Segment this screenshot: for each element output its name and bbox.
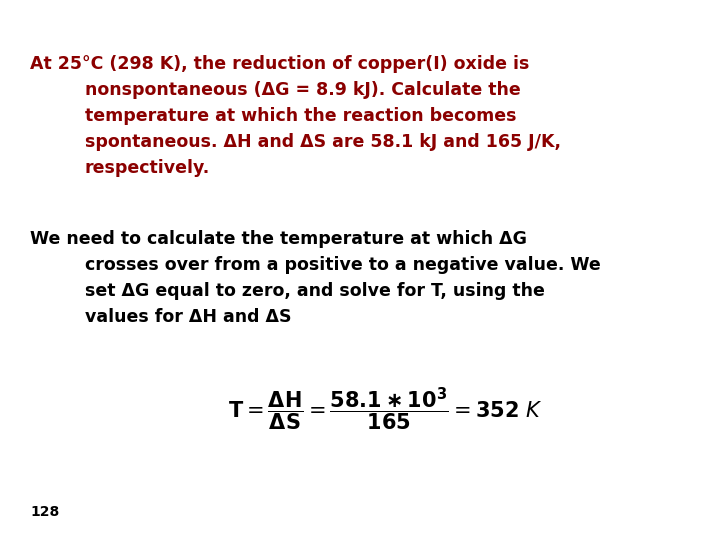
Text: crosses over from a positive to a negative value. We: crosses over from a positive to a negati… (85, 256, 600, 274)
Text: respectively.: respectively. (85, 159, 210, 177)
Text: 128: 128 (30, 505, 59, 519)
Text: nonspontaneous (ΔG = 8.9 kJ). Calculate the: nonspontaneous (ΔG = 8.9 kJ). Calculate … (85, 81, 521, 99)
Text: At 25°C (298 K), the reduction of copper(I) oxide is: At 25°C (298 K), the reduction of copper… (30, 55, 529, 73)
Text: values for ΔH and ΔS: values for ΔH and ΔS (85, 308, 292, 326)
Text: We need to calculate the temperature at which ΔG: We need to calculate the temperature at … (30, 230, 527, 248)
Text: set ΔG equal to zero, and solve for T, using the: set ΔG equal to zero, and solve for T, u… (85, 282, 545, 300)
Text: $\mathbf{T} = \dfrac{\mathbf{\Delta H}}{\mathbf{\Delta S}} = \dfrac{\mathbf{58.1: $\mathbf{T} = \dfrac{\mathbf{\Delta H}}{… (228, 385, 542, 433)
Text: temperature at which the reaction becomes: temperature at which the reaction become… (85, 107, 516, 125)
Text: spontaneous. ΔH and ΔS are 58.1 kJ and 165 J/K,: spontaneous. ΔH and ΔS are 58.1 kJ and 1… (85, 133, 561, 151)
